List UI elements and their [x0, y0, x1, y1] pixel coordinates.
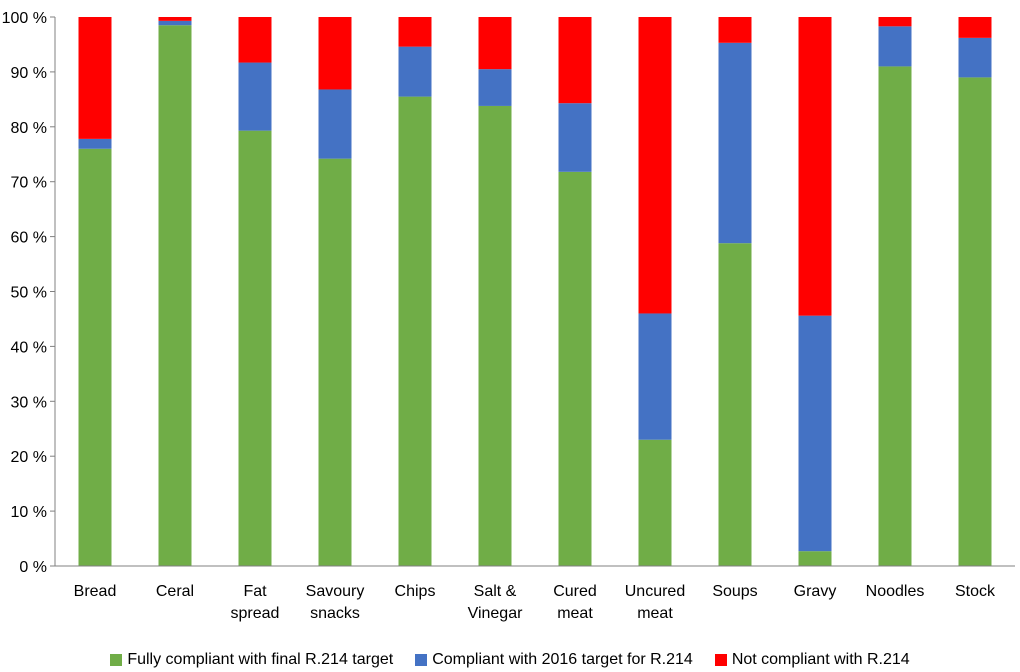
bar-segment: [78, 138, 112, 149]
bar-segment: [558, 103, 592, 172]
y-axis: 0 % 10 % 20 % 30 % 40 % 50 % 60 % 70 % 80 % 90 % 1…: [2, 10, 56, 576]
legend-label: Compliant with 2016 target for R.214: [432, 651, 693, 668]
bar-segment: [478, 17, 512, 70]
bar-segment: [798, 551, 832, 566]
legend-label: Not compliant with R.214: [731, 651, 910, 668]
bar-segment: [638, 313, 672, 440]
bar-segment: [958, 17, 992, 38]
bar-segment: [478, 105, 512, 567]
bar-segment: [958, 77, 992, 566]
x-category-label: Stock: [955, 583, 996, 600]
bar-segment: [318, 17, 352, 90]
legend-swatch: [415, 654, 428, 666]
y-tick-label: 80 %: [11, 120, 47, 137]
y-tick-label: 40 %: [11, 339, 47, 356]
bar-segment: [158, 25, 192, 567]
bar-segment: [638, 17, 672, 314]
x-category-label: Fat: [243, 583, 267, 600]
bar-segment: [798, 315, 832, 552]
x-category-label: meat: [557, 605, 593, 622]
bar-segment: [158, 20, 192, 26]
bar-segment: [558, 17, 592, 104]
bar-segment: [238, 17, 272, 63]
x-category-label: Chips: [395, 583, 436, 600]
bar-segment: [718, 17, 752, 43]
bar-segment: [78, 148, 112, 566]
legend-label: Fully compliant with final R.214 target: [127, 651, 394, 668]
bar-segment: [78, 17, 112, 139]
x-category-label: Soups: [712, 583, 757, 600]
x-category-label: meat: [637, 605, 673, 622]
bar-segment: [478, 69, 512, 106]
y-tick-label: 60 %: [11, 230, 47, 247]
bar-segment: [238, 130, 272, 566]
y-tick-label: 10 %: [11, 504, 47, 521]
x-category-label: Savoury: [306, 583, 365, 600]
legend-swatch: [714, 654, 727, 666]
bar-segment: [158, 17, 192, 21]
bar-segment: [718, 243, 752, 567]
x-category-label: Ceral: [156, 583, 194, 600]
x-category-label: Vinegar: [468, 605, 524, 622]
bar-segment: [638, 439, 672, 566]
legend: Fully compliant with final R.214 target C…: [0, 648, 1020, 672]
bar-segment: [398, 96, 432, 566]
bar-segment: [878, 66, 912, 566]
legend-item: Not compliant with R.214: [714, 651, 910, 669]
legend-item: Compliant with 2016 target for R.214: [415, 651, 693, 669]
bar-segment: [718, 42, 752, 244]
legend-swatch: [110, 654, 123, 666]
bar-segment: [398, 46, 432, 97]
legend-item: Fully compliant with final R.214 target: [110, 651, 393, 669]
bar-segment: [958, 37, 992, 78]
x-category-label: snacks: [310, 605, 360, 622]
x-category-label: Uncured: [625, 583, 685, 600]
bars: [78, 17, 992, 567]
bar-segment: [238, 62, 272, 131]
bar-segment: [878, 26, 912, 67]
bar-segment: [878, 17, 912, 27]
bar-segment: [398, 17, 432, 47]
y-tick-label: 100 %: [2, 10, 47, 27]
y-tick-label: 30 %: [11, 394, 47, 411]
y-tick-label: 90 %: [11, 65, 47, 82]
x-category-label: Gravy: [794, 583, 837, 600]
x-category-label: Bread: [74, 583, 117, 600]
bar-segment: [558, 171, 592, 566]
x-axis: Bread Ceral Fat spread Savoury snacks Chips Sal…: [55, 565, 1015, 622]
y-tick-label: 0 %: [19, 559, 47, 576]
y-tick-label: 20 %: [11, 449, 47, 466]
x-category-label: Cured: [553, 583, 597, 600]
stacked-bar-chart: 0 % 10 % 20 % 30 % 40 % 50 % 60 % 70 % 80 % 90 % 1…: [2, 10, 1015, 622]
y-tick-label: 50 %: [11, 285, 47, 302]
bar-segment: [318, 158, 352, 566]
x-category-label: Noodles: [866, 583, 925, 600]
x-category-label: spread: [231, 605, 280, 622]
bar-segment: [318, 89, 352, 159]
x-category-label: Salt &: [474, 583, 517, 600]
y-tick-label: 70 %: [11, 175, 47, 192]
bar-segment: [798, 17, 832, 316]
